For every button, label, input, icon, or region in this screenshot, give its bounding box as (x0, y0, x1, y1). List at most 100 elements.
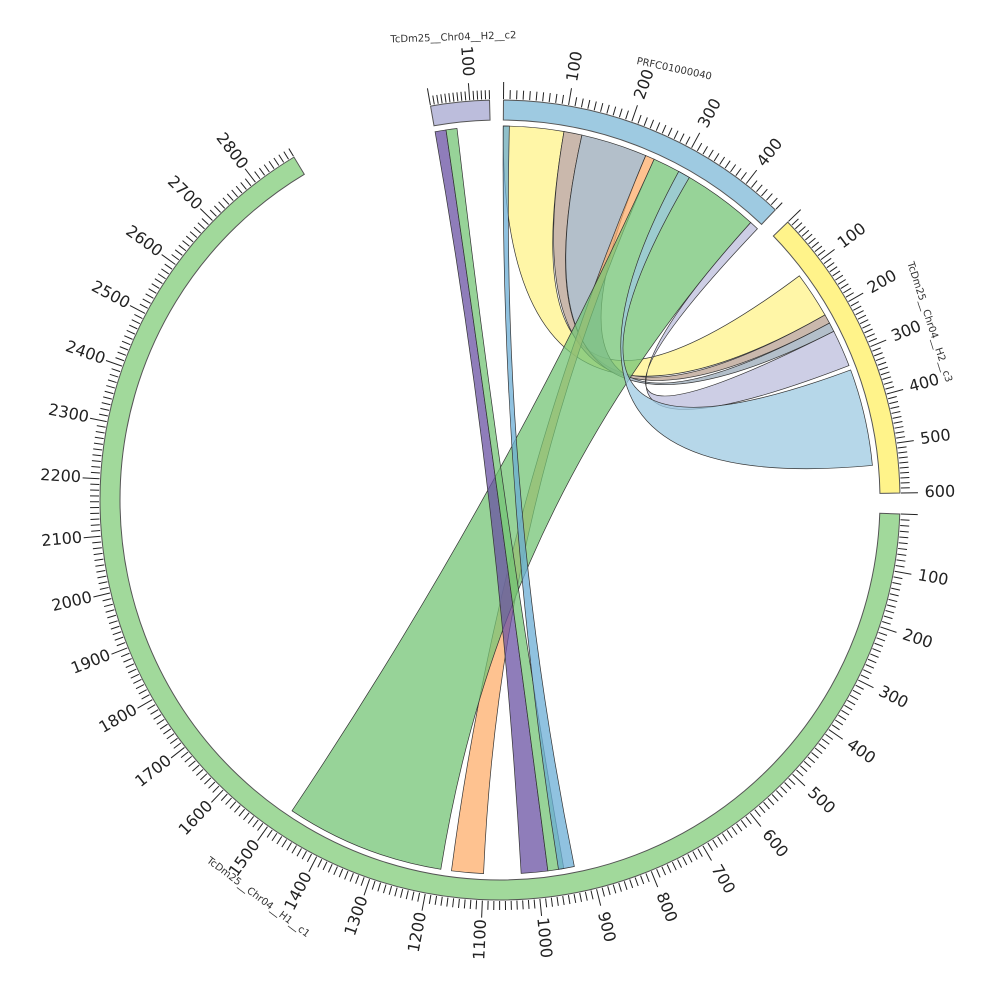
tick-mark (726, 830, 733, 839)
tick-mark (587, 99, 591, 109)
tick-mark (166, 733, 175, 740)
tick-mark (111, 647, 128, 655)
link-ribbon (620, 170, 873, 470)
tick-mark (218, 201, 226, 209)
tick-mark (840, 283, 849, 290)
tick-mark (225, 797, 232, 805)
tick-mark (333, 866, 338, 876)
tick-mark (838, 714, 847, 721)
tick-mark (872, 347, 881, 352)
tick-label: 1000 (533, 917, 556, 959)
tick-mark (796, 769, 804, 777)
tick-mark (133, 679, 142, 684)
tick-label: 1600 (175, 796, 217, 839)
tick-label: 1900 (68, 645, 113, 678)
tick-label: 300 (888, 316, 923, 345)
tick-mark (788, 209, 802, 222)
tick-mark (894, 570, 912, 575)
ideogram-s1 (99, 156, 901, 901)
tick-mark (440, 94, 443, 104)
tick-mark (169, 737, 178, 745)
tick-mark (153, 714, 162, 720)
tick-mark (170, 747, 185, 759)
tick-mark (89, 417, 107, 423)
tick-mark (875, 356, 885, 362)
tick-mark (308, 856, 318, 872)
tick-mark (579, 892, 583, 902)
tick-mark (866, 333, 875, 338)
tick-mark (754, 809, 761, 817)
tick-mark (640, 875, 645, 885)
tick-mark (476, 90, 479, 100)
tick-label: 2400 (63, 336, 108, 368)
tick-mark (637, 114, 642, 124)
tick-mark (567, 895, 571, 905)
tick-mark (371, 880, 376, 890)
tick-mark (792, 773, 806, 787)
tick-mark (276, 836, 283, 845)
tick-mark (808, 237, 816, 245)
tick-mark (105, 609, 115, 613)
tick-mark (803, 760, 812, 768)
tick-mark (355, 875, 360, 884)
tick-mark (825, 733, 834, 740)
tick-mark (119, 346, 129, 351)
tick-mark (286, 842, 292, 851)
tick-mark (556, 896, 559, 906)
tick-mark (125, 663, 135, 668)
tick-mark (448, 93, 451, 103)
tick-mark (767, 798, 775, 806)
tick-label: 300 (876, 681, 912, 712)
tick-label: 1800 (96, 700, 141, 737)
tick-mark (831, 724, 840, 731)
tick-mark (266, 829, 273, 838)
tick-mark (606, 104, 610, 114)
tick-label: 2300 (47, 400, 91, 427)
tick-label: 2500 (89, 277, 134, 313)
tick-mark (150, 709, 159, 715)
tick-mark (629, 879, 634, 889)
tick-mark (623, 881, 628, 890)
tick-mark (828, 729, 844, 740)
tick-mark (456, 92, 459, 102)
tick-mark (278, 154, 285, 163)
ideogram-s2 (429, 99, 491, 127)
tick-mark (226, 193, 234, 201)
tick-mark (116, 642, 126, 647)
tick-label: 500 (804, 783, 839, 818)
tick-mark (192, 764, 200, 772)
tick-mark (388, 885, 393, 895)
tick-mark (883, 381, 893, 385)
tick-mark (886, 604, 896, 608)
tick-mark (887, 396, 897, 400)
tick-mark (200, 773, 208, 781)
tick-mark (814, 747, 823, 754)
tick-mark (859, 319, 869, 325)
tick-mark (601, 887, 605, 897)
tick-mark (618, 108, 623, 118)
tick-mark (349, 873, 354, 882)
tick-mark (238, 808, 246, 817)
tick-mark (128, 668, 137, 674)
tick-mark (463, 899, 466, 909)
tick-mark (107, 379, 117, 384)
tick-mark (880, 626, 897, 633)
tick-mark (580, 98, 584, 108)
tick-label: 1200 (404, 910, 430, 954)
tick-mark (130, 673, 140, 679)
tick-mark (464, 91, 467, 101)
tick-mark (677, 859, 682, 868)
tick-mark (131, 319, 141, 325)
tick-mark (208, 781, 216, 789)
tick-mark (823, 257, 832, 265)
tick-mark (135, 684, 145, 690)
tick-mark (301, 850, 307, 860)
tick-mark (151, 283, 160, 289)
tick-mark (139, 303, 149, 309)
tick-mark (799, 765, 808, 773)
tick-mark (867, 658, 877, 664)
tick-mark (600, 102, 604, 112)
tick-mark (573, 894, 577, 904)
tick-mark (775, 202, 783, 210)
tick-mark (888, 598, 898, 603)
